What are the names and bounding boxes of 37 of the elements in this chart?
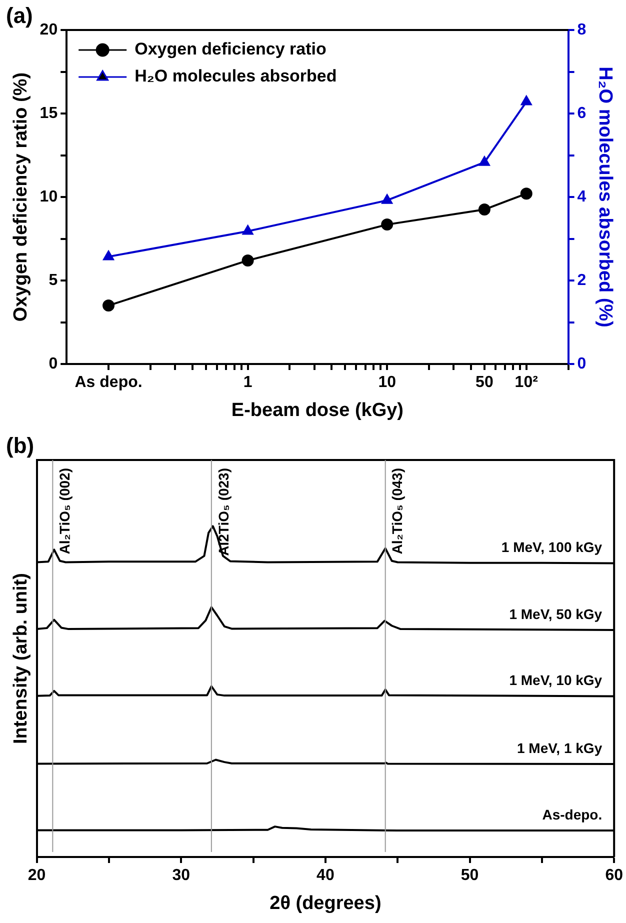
y2-tick-label: 4 [577, 188, 586, 206]
series-label: 1 MeV, 50 kGy [509, 606, 602, 622]
x-tick-label: 40 [316, 867, 334, 884]
y-tick-label: 10 [40, 188, 58, 206]
legend-label: H₂O molecules absorbed [134, 66, 337, 86]
chart-title: (b) [6, 433, 34, 458]
y2-tick-label: 6 [577, 104, 586, 122]
series-label: 1 MeV, 1 kGy [517, 740, 602, 756]
x-tick-label: 20 [28, 867, 46, 884]
x-tick-label: 30 [172, 867, 190, 884]
y-axis-title: Oxygen deficiency ratio (%) [10, 72, 32, 322]
series-label: 1 MeV, 10 kGy [509, 672, 602, 688]
x-axis-title: E-beam dose (kGy) [231, 400, 404, 421]
ref-line-label: Al₂TiO₅ (043) [389, 468, 406, 554]
x-tick-label: 50 [460, 867, 479, 884]
y2-axis-title: H₂O molecules absorbed (%) [594, 66, 616, 328]
x-tick-label: As depo. [74, 374, 142, 392]
x-tick-label: 50 [476, 374, 494, 392]
y-tick-label: 5 [48, 272, 58, 289]
chart-title: (a) [6, 3, 33, 28]
x-axis-title: 2θ (degrees) [270, 892, 382, 914]
x-tick-label: 1 [243, 374, 252, 392]
y-tick-label: 20 [40, 21, 58, 38]
ref-line-label: Al₂TiO₅ (002) [56, 468, 73, 554]
y2-tick-label: 8 [577, 21, 586, 38]
y-tick-label: 0 [48, 355, 58, 372]
y-axis-title: Intensity (arb. unit) [10, 573, 32, 744]
x-tick-label: 60 [605, 867, 624, 884]
y2-tick-label: 2 [577, 272, 586, 289]
series-label: 1 MeV, 100 kGy [501, 539, 602, 556]
y2-tick-label: 0 [577, 355, 586, 372]
legend-label: Oxygen deficiency ratio [134, 40, 326, 59]
x-tick-label: 10 [378, 374, 396, 392]
ref-line-label: Al2TiO₅ (023) [215, 468, 232, 556]
series-label: As-depo. [542, 806, 602, 822]
y-tick-label: 15 [40, 104, 58, 122]
x-tick-label: 10² [514, 374, 538, 392]
